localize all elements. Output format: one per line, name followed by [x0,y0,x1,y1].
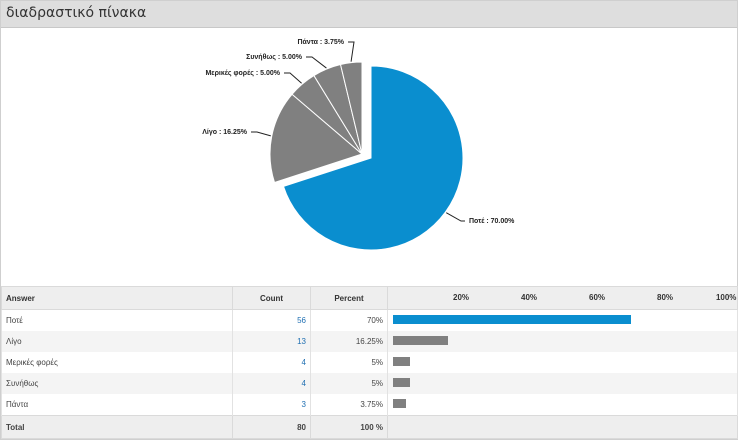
count-cell: 13 [232,331,311,352]
pie-label-3: Μερικές φορές : 5.00% [205,70,280,77]
panel-header: διαδραστικό πίνακα [1,1,737,28]
percent-cell: 70% [310,309,388,331]
count-cell: 56 [232,309,311,331]
percent-cell: 5% [310,352,388,373]
count-column-header: Count [232,286,311,310]
bar-cell [387,352,738,373]
table-row: Λίγο 13 16.25% [1,331,738,352]
percent-column-header: Percent [310,286,388,310]
answer-bar [393,357,410,366]
table-row: Μερικές φορές 4 5% [1,352,738,373]
table-row: Συνήθως 4 5% [1,373,738,394]
bar-scale: 20% 40% 60% 80% 100% [388,287,737,309]
bar-scale-header: 20% 40% 60% 80% 100% [387,286,738,310]
count-link[interactable]: 56 [297,316,306,325]
answer-cell: Πάντα [1,394,233,416]
answer-bar [393,399,406,408]
pie-slice-5[interactable] [339,61,363,155]
bar-scale-tick: 20% [452,293,470,302]
pie-slice-2[interactable] [269,93,364,184]
table-body: Ποτέ 56 70% Λίγο 13 16.25% Μερικές φορές 4 5% Συν… [1,309,738,416]
count-link[interactable]: 13 [297,337,306,346]
table-row: Πάντα 3 3.75% [1,394,738,416]
pie-leader-line-2 [251,131,271,137]
total-percent: 100 % [310,415,388,439]
bar-cell [387,331,738,352]
pie-label-2: Λίγο : 16.25% [202,129,248,136]
bar-cell [387,394,738,416]
answer-cell: Ποτέ [1,309,233,331]
answer-bar [393,378,410,387]
count-cell: 4 [232,352,311,373]
total-row: Total 80 100 % [1,415,738,439]
count-link[interactable]: 4 [301,379,306,388]
answer-cell: Μερικές φορές [1,352,233,373]
results-table: Answer Count Percent 20% 40% 60% 80% 100% Πο… [1,286,738,439]
pie-label-1: Ποτέ : 70.00% [469,218,515,225]
bar-cell [387,309,738,331]
answer-cell: Λίγο [1,331,233,352]
total-bar-cell [387,415,738,439]
bar-scale-tick: 80% [656,293,674,302]
table-header-row: Answer Count Percent 20% 40% 60% 80% 100% [1,286,738,310]
bar-scale-tick: 60% [588,293,606,302]
pie-label-5: Πάντα : 3.75% [297,39,344,46]
total-count: 80 [232,415,311,439]
pie-leader-line-3 [284,72,302,84]
panel-title: διαδραστικό πίνακα [6,5,147,21]
pie-label-4: Συνήθως : 5.00% [246,54,303,61]
count-link[interactable]: 3 [301,400,306,409]
answer-cell: Συνήθως [1,373,233,394]
answer-bar [393,315,631,324]
pie-leader-line-5 [348,41,355,62]
pie-chart: Ποτέ : 70.00% Λίγο : 16.25% Μερικές φορές … [202,39,515,251]
bar-scale-tick: 40% [520,293,538,302]
count-link[interactable]: 4 [301,358,306,367]
bar-cell [387,373,738,394]
percent-cell: 3.75% [310,394,388,416]
pie-slice-1[interactable] [282,65,464,251]
table-row: Ποτέ 56 70% [1,309,738,331]
percent-cell: 5% [310,373,388,394]
pie-leader-line-4 [306,56,327,69]
count-cell: 3 [232,394,311,416]
count-cell: 4 [232,373,311,394]
answer-column-header: Answer [1,286,233,310]
bar-scale-tick: 100% [715,293,737,302]
pie-leader-line-1 [445,212,465,222]
total-label: Total [1,415,233,439]
percent-cell: 16.25% [310,331,388,352]
answer-bar [393,336,449,345]
